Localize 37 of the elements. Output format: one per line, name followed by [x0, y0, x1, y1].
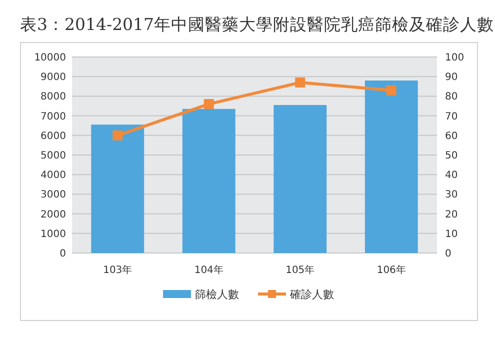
y-tick-label: 10000: [34, 52, 66, 64]
x-tick-label: 105年: [286, 264, 315, 276]
y-tick-label: 8000: [40, 92, 66, 103]
bar: [182, 108, 236, 253]
y2-tick-label: 30: [445, 190, 458, 201]
y2-tick-label: 50: [445, 150, 458, 162]
y-tick-label: 9000: [40, 72, 66, 84]
x-tick-label: 104年: [194, 264, 224, 276]
x-tick-label: 106年: [376, 264, 406, 276]
y-tick-label: 4000: [40, 170, 66, 182]
y-tick-label: 0: [60, 248, 66, 260]
y2-tick-label: 10: [445, 228, 458, 240]
y2-tick-label: 0: [445, 248, 452, 260]
y2-tick-label: 40: [445, 170, 458, 182]
chart-title: 表3：2014-2017年中國醫藥大學附設醫院乳癌篩檢及確診人數: [20, 15, 494, 34]
y-tick-label: 6000: [40, 130, 66, 142]
y2-tick-label: 20: [445, 209, 458, 220]
y-tick-label: 7000: [40, 111, 66, 122]
point: [204, 99, 214, 110]
y-tick-label: 3000: [40, 190, 66, 201]
point: [112, 130, 123, 140]
point: [295, 77, 306, 88]
y-tick-label: 1000: [40, 228, 66, 240]
y2-tick-label: 100: [445, 52, 464, 64]
bar: [364, 80, 418, 253]
bar: [274, 105, 327, 253]
y-tick-label: 5000: [40, 150, 66, 162]
legend-label: 確診人數: [289, 288, 334, 301]
bar: [91, 124, 144, 253]
y-tick-label: 2000: [40, 209, 66, 220]
y2-tick-label: 60: [445, 130, 458, 142]
x-tick-label: 103年: [103, 264, 132, 276]
point: [386, 85, 396, 96]
legend-label: 篩檢人數: [195, 288, 239, 301]
y2-tick-label: 90: [445, 72, 458, 84]
y2-tick-label: 80: [445, 92, 458, 103]
y2-tick-label: 70: [445, 111, 458, 122]
